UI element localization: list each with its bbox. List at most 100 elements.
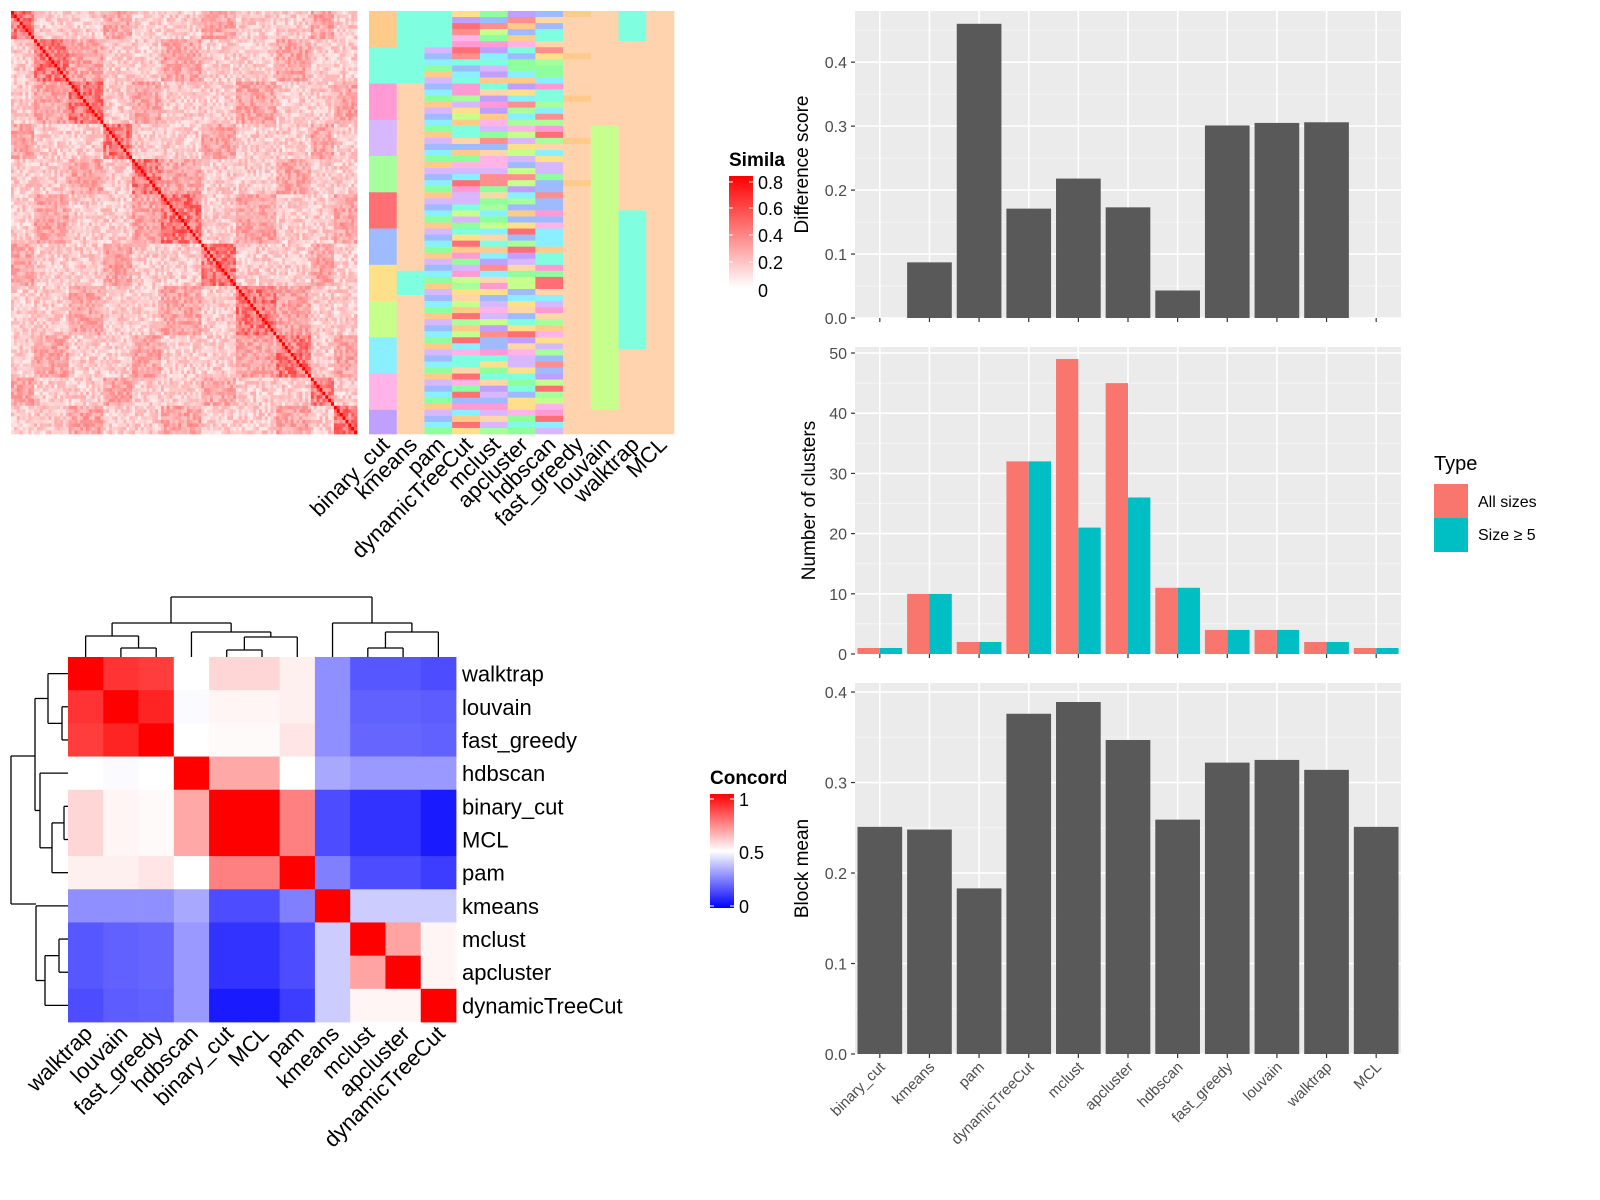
heatmap-cell bbox=[71, 113, 75, 118]
heatmap-cell bbox=[172, 67, 176, 72]
heatmap-cell bbox=[71, 49, 75, 54]
heatmap-cell bbox=[34, 127, 38, 132]
heatmap-cell bbox=[244, 134, 248, 139]
heatmap-cell bbox=[181, 28, 185, 33]
heatmap-cell bbox=[172, 152, 176, 156]
heatmap-cell bbox=[258, 109, 263, 114]
heatmap-cell bbox=[42, 14, 46, 19]
heatmap-cell bbox=[178, 144, 182, 149]
heatmap-cell bbox=[218, 116, 222, 121]
heatmap-cell bbox=[109, 155, 113, 160]
heatmap-cell bbox=[160, 155, 165, 160]
heatmap-cell bbox=[313, 39, 317, 44]
heatmap-cell bbox=[163, 39, 168, 44]
heatmap-cell bbox=[60, 88, 64, 93]
heatmap-cell bbox=[146, 11, 150, 15]
heatmap-cell bbox=[207, 18, 211, 22]
heatmap-cell bbox=[65, 74, 70, 79]
heatmap-cell bbox=[201, 141, 205, 146]
heatmap-cell bbox=[45, 53, 49, 58]
heatmap-cell bbox=[83, 53, 87, 58]
heatmap-cell bbox=[109, 63, 113, 68]
heatmap-cell bbox=[140, 14, 144, 19]
heatmap-cell bbox=[36, 63, 41, 68]
heatmap-cell bbox=[284, 123, 289, 128]
heatmap-cell bbox=[117, 74, 121, 79]
heatmap-cell bbox=[181, 25, 185, 29]
heatmap-cell bbox=[351, 14, 355, 19]
heatmap-cell bbox=[178, 127, 182, 132]
heatmap-cell bbox=[166, 116, 170, 121]
heatmap-cell bbox=[71, 92, 75, 96]
heatmap-cell bbox=[287, 56, 292, 61]
heatmap-cell bbox=[109, 56, 113, 61]
heatmap-cell bbox=[227, 109, 231, 114]
heatmap-cell bbox=[310, 120, 315, 125]
heatmap-cell bbox=[134, 106, 139, 111]
heatmap-cell bbox=[354, 77, 358, 82]
heatmap-cell bbox=[354, 88, 358, 93]
heatmap-cell bbox=[218, 67, 222, 72]
heatmap-cell bbox=[163, 123, 168, 128]
heatmap-cell bbox=[192, 42, 196, 47]
heatmap-cell bbox=[169, 116, 173, 121]
heatmap-cell bbox=[51, 134, 55, 139]
heatmap-cell bbox=[290, 70, 294, 75]
heatmap-cell bbox=[267, 92, 271, 96]
heatmap-cell bbox=[68, 123, 72, 128]
heatmap-cell bbox=[16, 106, 20, 111]
heatmap-cell bbox=[68, 25, 72, 29]
heatmap-cell bbox=[235, 85, 240, 89]
heatmap-cell bbox=[114, 25, 119, 29]
heatmap-cell bbox=[114, 53, 119, 58]
heatmap-cell bbox=[34, 53, 38, 58]
heatmap-cell bbox=[120, 130, 124, 135]
heatmap-cell bbox=[325, 148, 329, 153]
heatmap-cell bbox=[282, 74, 286, 79]
heatmap-cell bbox=[111, 102, 116, 107]
heatmap-cell bbox=[42, 155, 46, 160]
heatmap-cell bbox=[186, 18, 191, 22]
heatmap-cell bbox=[94, 88, 98, 93]
heatmap-cell bbox=[227, 60, 231, 65]
heatmap-cell bbox=[250, 85, 254, 89]
heatmap-cell bbox=[319, 77, 323, 82]
heatmap-cell bbox=[192, 70, 196, 75]
heatmap-cell bbox=[163, 106, 168, 111]
heatmap-cell bbox=[276, 127, 280, 132]
heatmap-cell bbox=[31, 21, 35, 26]
heatmap-cell bbox=[215, 39, 219, 44]
heatmap-cell bbox=[114, 95, 119, 100]
heatmap-cell bbox=[238, 88, 243, 93]
heatmap-cell bbox=[313, 152, 317, 156]
heatmap-cell bbox=[140, 106, 144, 111]
heatmap-cell bbox=[111, 11, 116, 15]
heatmap-cell bbox=[189, 49, 193, 54]
heatmap-cell bbox=[212, 92, 217, 96]
heatmap-cell bbox=[279, 137, 283, 142]
heatmap-cell bbox=[250, 88, 254, 93]
heatmap-cell bbox=[152, 106, 156, 111]
heatmap-cell bbox=[198, 35, 202, 40]
heatmap-cell bbox=[51, 95, 55, 100]
heatmap-cell bbox=[221, 113, 225, 118]
heatmap-cell bbox=[117, 127, 121, 132]
heatmap-cell bbox=[227, 70, 231, 75]
heatmap-cell bbox=[106, 21, 110, 26]
heatmap-cell bbox=[293, 39, 297, 44]
heatmap-cell bbox=[238, 28, 243, 33]
heatmap-cell bbox=[307, 49, 312, 54]
heatmap-cell bbox=[123, 141, 127, 146]
heatmap-cell bbox=[267, 32, 271, 37]
heatmap-cell bbox=[261, 141, 266, 146]
heatmap-cell bbox=[85, 21, 90, 26]
heatmap-cell bbox=[331, 53, 335, 58]
heatmap-cell bbox=[273, 127, 277, 132]
heatmap-cell bbox=[198, 137, 202, 142]
heatmap-cell bbox=[166, 74, 170, 79]
heatmap-cell bbox=[198, 56, 202, 61]
heatmap-cell bbox=[80, 85, 84, 89]
heatmap-cell bbox=[290, 127, 294, 132]
heatmap-cell bbox=[276, 95, 280, 100]
heatmap-cell bbox=[152, 113, 156, 118]
